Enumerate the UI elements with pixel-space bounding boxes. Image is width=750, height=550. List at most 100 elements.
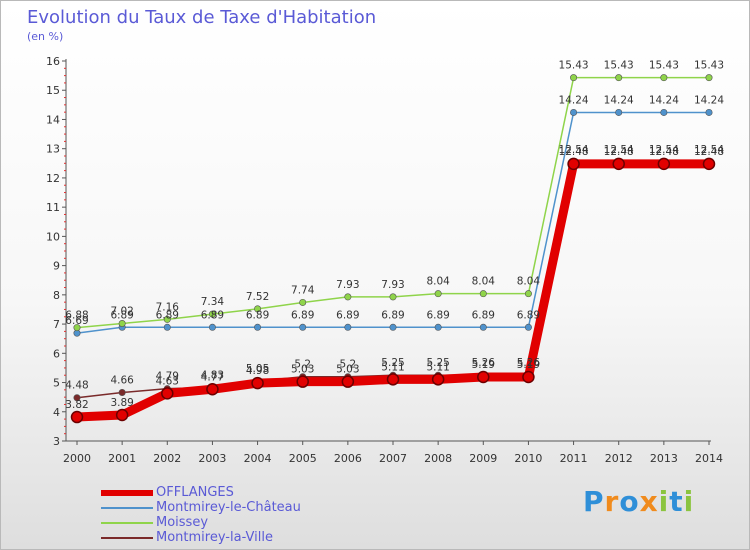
x-tick-label: 2002 — [153, 452, 181, 465]
data-label: 12.54 — [604, 144, 634, 156]
data-point — [390, 294, 396, 300]
data-point — [342, 376, 353, 387]
logo-letter: i — [659, 485, 670, 518]
data-point — [345, 324, 351, 330]
logo-letter: P — [583, 485, 605, 518]
data-point — [480, 324, 486, 330]
data-label: 5.2 — [340, 359, 357, 371]
data-label: 5.25 — [426, 357, 449, 369]
data-label: 15.43 — [559, 60, 589, 72]
legend-item-moissey: Moissey — [101, 516, 208, 530]
data-label: 15.43 — [604, 60, 634, 72]
x-tick-label: 2004 — [244, 452, 272, 465]
legend-swatch — [101, 522, 153, 524]
data-label: 6.89 — [381, 309, 404, 321]
line-chart: 3456789101112131415162000 2001 2002 2003 200… — [1, 1, 749, 549]
data-label: 5.26 — [472, 357, 496, 369]
legend-label: Montmirey-le-Château — [156, 501, 301, 515]
logo-letter: i — [684, 485, 695, 518]
data-label: 12.54 — [694, 144, 724, 156]
data-point — [704, 158, 715, 169]
logo-letter: r — [605, 485, 620, 518]
data-point — [345, 294, 351, 300]
y-tick-label: 4 — [53, 406, 60, 419]
data-point — [435, 324, 441, 330]
data-point — [570, 74, 576, 80]
x-tick-label: 2009 — [469, 452, 497, 465]
data-point — [480, 290, 486, 296]
y-tick-label: 6 — [53, 347, 60, 360]
data-point — [300, 324, 306, 330]
legend-item-offlanges: OFFLANGES — [101, 486, 234, 500]
data-label: 7.02 — [110, 305, 133, 317]
y-tick-label: 11 — [46, 201, 60, 214]
y-tick-label: 7 — [53, 318, 60, 331]
data-point — [525, 290, 531, 296]
x-tick-label: 2014 — [695, 452, 723, 465]
data-label: 8.04 — [472, 276, 496, 288]
data-point — [570, 109, 576, 115]
data-label: 7.16 — [156, 301, 180, 313]
data-label: 14.24 — [604, 94, 634, 106]
data-point — [390, 324, 396, 330]
x-tick-label: 2008 — [424, 452, 452, 465]
data-label: 14.24 — [649, 94, 679, 106]
data-point — [388, 374, 399, 385]
data-label: 4.79 — [156, 371, 179, 383]
y-tick-label: 16 — [46, 55, 60, 68]
logo-letter: x — [640, 485, 659, 518]
data-label: 8.04 — [426, 276, 450, 288]
data-point — [616, 109, 622, 115]
data-point — [117, 409, 128, 420]
data-label: 14.24 — [694, 94, 724, 106]
y-tick-label: 3 — [53, 435, 60, 448]
x-tick-label: 2012 — [605, 452, 633, 465]
data-point — [119, 389, 125, 395]
data-point — [658, 158, 669, 169]
data-point — [297, 376, 308, 387]
data-label: 12.54 — [649, 144, 679, 156]
legend-label: Montmirey-la-Ville — [156, 531, 273, 545]
data-point — [300, 299, 306, 305]
y-tick-label: 12 — [46, 172, 60, 185]
data-label: 5.26 — [517, 357, 541, 369]
x-tick-label: 2001 — [108, 452, 136, 465]
data-point — [613, 158, 624, 169]
x-tick-label: 2005 — [289, 452, 317, 465]
data-label: 3.82 — [65, 399, 88, 411]
y-tick-label: 5 — [53, 377, 60, 390]
data-point — [209, 324, 215, 330]
legend-label: OFFLANGES — [156, 486, 234, 500]
data-label: 5.05 — [246, 363, 269, 375]
data-label: 6.89 — [336, 309, 359, 321]
y-tick-label: 14 — [46, 113, 60, 126]
legend-swatch — [101, 490, 153, 496]
data-label: 6.89 — [426, 309, 449, 321]
legend-item-montmirey-le-chateau: Montmirey-le-Château — [101, 501, 301, 515]
data-point — [433, 374, 444, 385]
legend-label: Moissey — [156, 516, 208, 530]
legend-swatch — [101, 537, 153, 539]
chart-frame: Evolution du Taux de Taxe d'Habitation (… — [0, 0, 750, 550]
data-label: 6.89 — [291, 309, 314, 321]
data-point — [568, 158, 579, 169]
data-point — [162, 388, 173, 399]
x-tick-label: 2007 — [379, 452, 407, 465]
x-tick-label: 2000 — [63, 452, 91, 465]
data-label: 7.93 — [381, 279, 404, 291]
data-point — [164, 324, 170, 330]
data-label: 14.24 — [559, 94, 589, 106]
x-tick-label: 2011 — [560, 452, 588, 465]
data-label: 15.43 — [694, 60, 724, 72]
data-point — [661, 74, 667, 80]
x-tick-label: 2003 — [198, 452, 226, 465]
data-point — [525, 324, 531, 330]
data-label: 6.89 — [246, 309, 269, 321]
data-label: 8.04 — [517, 276, 541, 288]
data-label: 15.43 — [649, 60, 679, 72]
data-point — [706, 109, 712, 115]
x-tick-label: 2006 — [334, 452, 362, 465]
data-label: 3.89 — [110, 397, 133, 409]
data-label: 6.89 — [517, 309, 540, 321]
y-tick-label: 13 — [46, 143, 60, 156]
